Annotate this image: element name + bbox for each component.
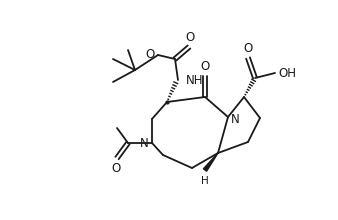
Text: N: N [140, 136, 149, 150]
Text: O: O [185, 31, 195, 44]
Text: O: O [146, 48, 155, 60]
Text: H: H [201, 176, 209, 186]
Text: O: O [243, 42, 252, 55]
Text: O: O [200, 60, 210, 73]
Text: O: O [112, 162, 121, 175]
Text: NH: NH [186, 73, 203, 86]
Text: OH: OH [278, 66, 296, 79]
Text: N: N [231, 112, 240, 125]
Polygon shape [203, 153, 218, 171]
